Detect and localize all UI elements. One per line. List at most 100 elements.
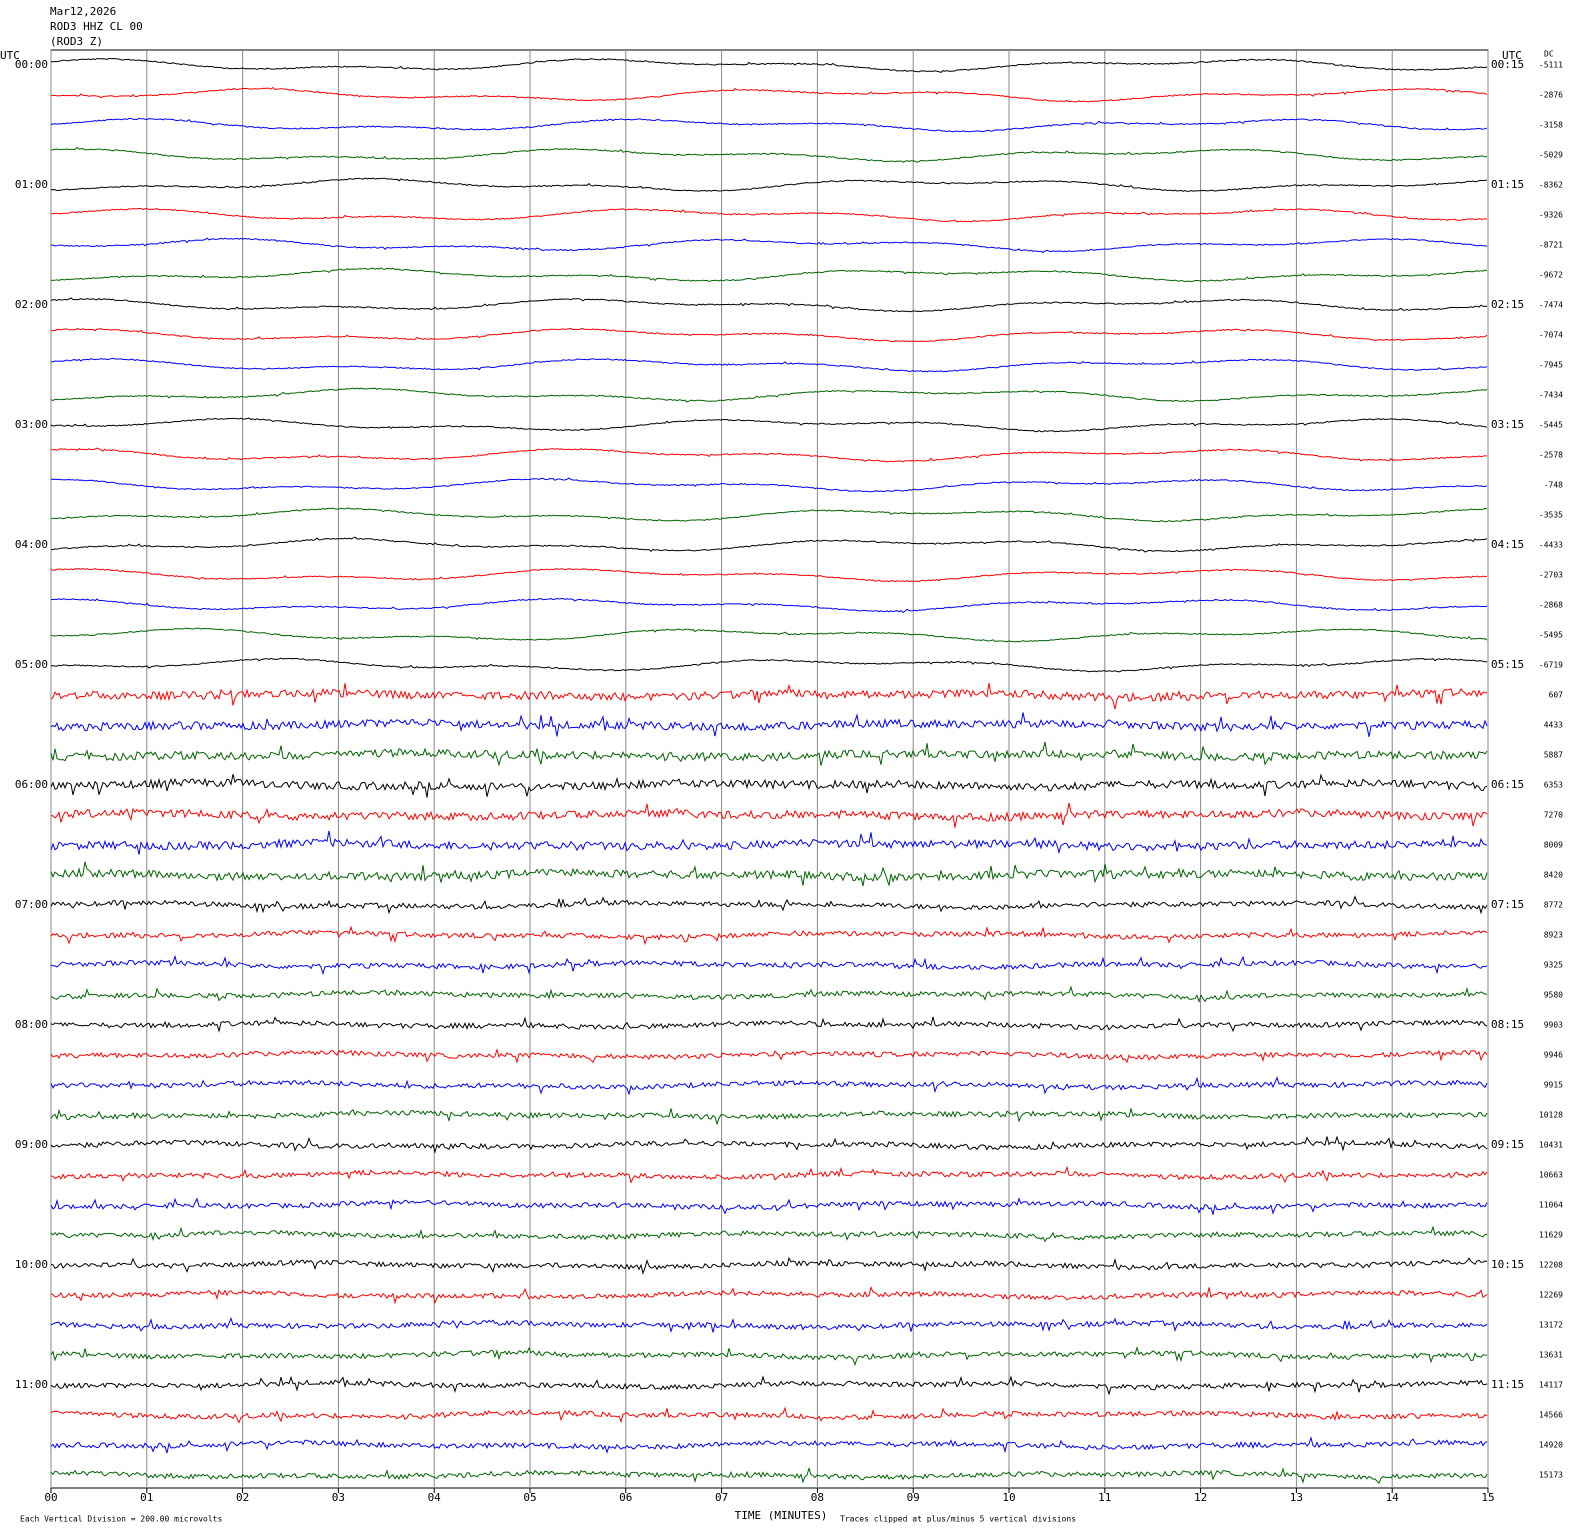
dc-value: 13172: [1539, 1321, 1563, 1330]
dc-value: -9326: [1539, 211, 1563, 220]
dc-value: 12208: [1539, 1261, 1563, 1270]
trace: [50, 507, 1488, 523]
dc-value: 9580: [1544, 991, 1563, 1000]
left-time-label: 00:00: [15, 58, 48, 71]
trace: [50, 1165, 1488, 1184]
trace: [50, 773, 1488, 798]
trace: [50, 387, 1488, 403]
dc-value: 15173: [1539, 1471, 1563, 1480]
trace: [50, 1285, 1488, 1305]
right-time-label: 06:15: [1491, 778, 1524, 791]
dc-value: -5445: [1539, 421, 1563, 430]
right-time-label: 02:15: [1491, 298, 1524, 311]
trace: [50, 57, 1488, 73]
dc-value: 11629: [1539, 1231, 1563, 1240]
dc-value: 14920: [1539, 1441, 1563, 1450]
dc-value: -5029: [1539, 151, 1563, 160]
dc-value: -7434: [1539, 391, 1563, 400]
dc-value: 10128: [1539, 1111, 1563, 1120]
dc-value: 13631: [1539, 1351, 1563, 1360]
right-time-label: 04:15: [1491, 538, 1524, 551]
x-tick-label: 02: [236, 1491, 249, 1504]
trace: [50, 146, 1488, 163]
trace: [50, 861, 1488, 887]
trace: [50, 417, 1488, 433]
trace: [50, 1108, 1488, 1126]
dc-value: 4433: [1544, 721, 1563, 730]
trace: [50, 1436, 1488, 1455]
dc-value: -3158: [1539, 121, 1563, 130]
dc-value: -2876: [1539, 91, 1563, 100]
dc-value: -7474: [1539, 301, 1563, 310]
trace: [50, 682, 1488, 710]
left-time-label: 09:00: [15, 1138, 48, 1151]
dc-value: -4433: [1539, 541, 1563, 550]
trace: [50, 117, 1488, 133]
dc-value: 11064: [1539, 1201, 1563, 1210]
trace: [50, 86, 1488, 103]
left-time-label: 03:00: [15, 418, 48, 431]
dc-value: 9915: [1544, 1081, 1563, 1090]
dc-value: 14566: [1539, 1411, 1563, 1420]
trace: [50, 237, 1488, 254]
dc-value: 6353: [1544, 781, 1563, 790]
left-time-label: 01:00: [15, 178, 48, 191]
dc-value: -5495: [1539, 631, 1563, 640]
trace: [50, 477, 1488, 493]
trace: [50, 1256, 1488, 1275]
trace: [50, 1197, 1488, 1215]
x-tick-label: 00: [44, 1491, 57, 1504]
dc-value: 9903: [1544, 1021, 1563, 1030]
right-time-label: 03:15: [1491, 418, 1524, 431]
dc-value: 14117: [1539, 1381, 1563, 1390]
right-time-label: 10:15: [1491, 1258, 1524, 1271]
dc-value: -2868: [1539, 601, 1563, 610]
trace: [50, 1016, 1488, 1033]
dc-value: 8420: [1544, 871, 1563, 880]
right-time-label: 09:15: [1491, 1138, 1524, 1151]
dc-value: 8772: [1544, 901, 1563, 910]
trace: [50, 267, 1488, 283]
x-tick-label: 08: [811, 1491, 824, 1504]
dc-value: -8721: [1539, 241, 1563, 250]
dc-value: -6719: [1539, 661, 1563, 670]
dc-value: 10663: [1539, 1171, 1563, 1180]
x-tick-label: 11: [1098, 1491, 1111, 1504]
left-time-label: 06:00: [15, 778, 48, 791]
dc-value: 9325: [1544, 961, 1563, 970]
trace: [50, 1225, 1488, 1243]
right-time-label: 00:15: [1491, 58, 1524, 71]
trace: [50, 1135, 1488, 1154]
footer-left: Each Vertical Division = 200.00 microvol…: [20, 1515, 222, 1524]
dc-value: -3535: [1539, 511, 1563, 520]
header-line: (ROD3 Z): [50, 35, 103, 48]
trace: [50, 1316, 1488, 1334]
trace: [50, 1076, 1488, 1096]
trace: [50, 207, 1488, 223]
dc-value: -7945: [1539, 361, 1563, 370]
dc-value: 607: [1549, 691, 1564, 700]
footer-right: Traces clipped at plus/minus 5 vertical …: [840, 1515, 1076, 1524]
dc-value: 10431: [1539, 1141, 1563, 1150]
trace: [50, 925, 1488, 946]
left-time-label: 07:00: [15, 898, 48, 911]
left-time-label: 02:00: [15, 298, 48, 311]
trace: [50, 568, 1488, 583]
dc-value: -748: [1544, 481, 1563, 490]
x-tick-label: 05: [523, 1491, 536, 1504]
dc-value: -2703: [1539, 571, 1563, 580]
trace: [50, 627, 1488, 643]
x-tick-label: 12: [1194, 1491, 1207, 1504]
dc-value: -7074: [1539, 331, 1563, 340]
trace: [50, 357, 1488, 373]
right-time-label: 08:15: [1491, 1018, 1524, 1031]
trace: [50, 802, 1488, 828]
header-line: Mar12,2026: [50, 5, 116, 18]
left-time-label: 08:00: [15, 1018, 48, 1031]
x-tick-label: 01: [140, 1491, 153, 1504]
trace: [50, 657, 1488, 673]
trace: [50, 954, 1488, 976]
right-time-label: 05:15: [1491, 658, 1524, 671]
